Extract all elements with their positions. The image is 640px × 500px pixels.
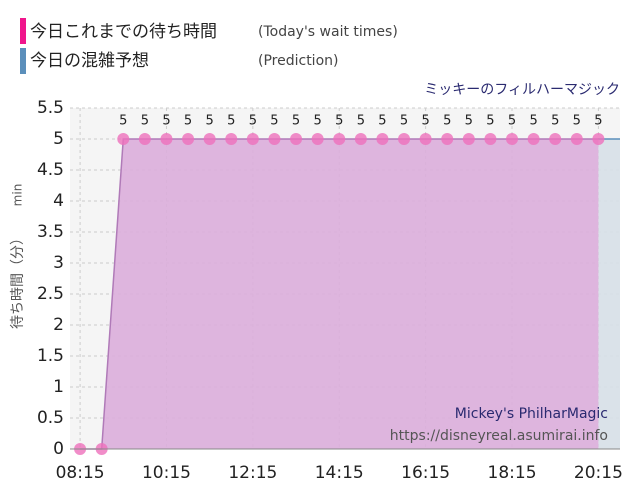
- y-axis-unit: min: [11, 184, 25, 207]
- legend-label-en: (Today's wait times): [258, 24, 398, 40]
- marker: [419, 133, 432, 145]
- y-tick-label: 3: [53, 253, 64, 273]
- marker: [570, 133, 583, 145]
- value-label: 5: [184, 114, 192, 129]
- value-label: 5: [400, 114, 408, 129]
- legend-swatch: [20, 48, 26, 74]
- y-tick-label: 1: [53, 377, 64, 397]
- value-label: 5: [141, 114, 149, 129]
- x-tick-label: 10:15: [142, 463, 191, 483]
- value-label: 5: [206, 114, 214, 129]
- marker: [376, 133, 389, 145]
- marker: [506, 133, 519, 145]
- marker: [182, 133, 195, 145]
- value-label: 5: [162, 114, 170, 129]
- value-label: 5: [443, 114, 451, 129]
- value-label: 5: [335, 114, 343, 129]
- marker: [549, 133, 562, 145]
- x-tick-label: 16:15: [401, 463, 450, 483]
- value-label: 5: [594, 114, 602, 129]
- marker: [484, 133, 497, 145]
- y-tick-label: 5: [53, 129, 64, 149]
- marker: [441, 133, 454, 145]
- marker: [462, 133, 475, 145]
- watermark: https://disneyreal.asumirai.info: [390, 428, 608, 444]
- marker: [117, 133, 130, 145]
- legend-label: 今日これまでの待ち時間: [30, 22, 217, 42]
- y-tick-label: 1.5: [37, 346, 64, 366]
- marker: [246, 133, 259, 145]
- value-label: 5: [508, 114, 516, 129]
- marker: [160, 133, 173, 145]
- value-label: 5: [465, 114, 473, 129]
- y-tick-label: 2.5: [37, 284, 64, 304]
- watermark: Mickey's PhilharMagic: [455, 406, 608, 422]
- y-tick-label: 4.5: [37, 160, 64, 180]
- y-tick-label: 2: [53, 315, 64, 335]
- marker: [354, 133, 367, 145]
- marker: [268, 133, 281, 145]
- marker: [138, 133, 151, 145]
- value-label: 5: [551, 114, 559, 129]
- x-tick-label: 20:15: [574, 463, 623, 483]
- value-label: 5: [119, 114, 127, 129]
- marker: [203, 133, 216, 145]
- marker: [527, 133, 540, 145]
- value-label: 5: [249, 114, 257, 129]
- marker: [311, 133, 324, 145]
- value-label: 5: [573, 114, 581, 129]
- marker: [333, 133, 346, 145]
- marker: [225, 133, 238, 145]
- value-label: 5: [378, 114, 386, 129]
- x-tick-label: 14:15: [315, 463, 364, 483]
- chart-title: ミッキーのフィルハーマジック: [424, 82, 620, 98]
- value-label: 5: [270, 114, 278, 129]
- value-label: 5: [357, 114, 365, 129]
- value-label: 5: [421, 114, 429, 129]
- legend-label: 今日の混雑予想: [30, 51, 149, 71]
- x-tick-label: 08:15: [56, 463, 105, 483]
- y-tick-label: 0.5: [37, 408, 64, 428]
- area: [80, 139, 599, 449]
- y-tick-label: 0: [53, 439, 64, 459]
- x-tick-label: 12:15: [228, 463, 277, 483]
- value-label: 5: [529, 114, 537, 129]
- legend-label-en: (Prediction): [258, 53, 338, 69]
- value-label: 5: [227, 114, 235, 129]
- area: [598, 139, 620, 449]
- x-tick-label: 18:15: [488, 463, 537, 483]
- value-label: 5: [292, 114, 300, 129]
- y-axis-label: 待ち時間（分）: [10, 231, 26, 329]
- y-tick-label: 4: [53, 191, 64, 211]
- marker: [592, 133, 605, 145]
- marker: [398, 133, 411, 145]
- legend-swatch: [20, 18, 26, 44]
- value-label: 5: [486, 114, 494, 129]
- y-tick-label: 3.5: [37, 222, 64, 242]
- y-tick-label: 5.5: [37, 98, 64, 118]
- marker: [290, 133, 303, 145]
- value-label: 5: [314, 114, 322, 129]
